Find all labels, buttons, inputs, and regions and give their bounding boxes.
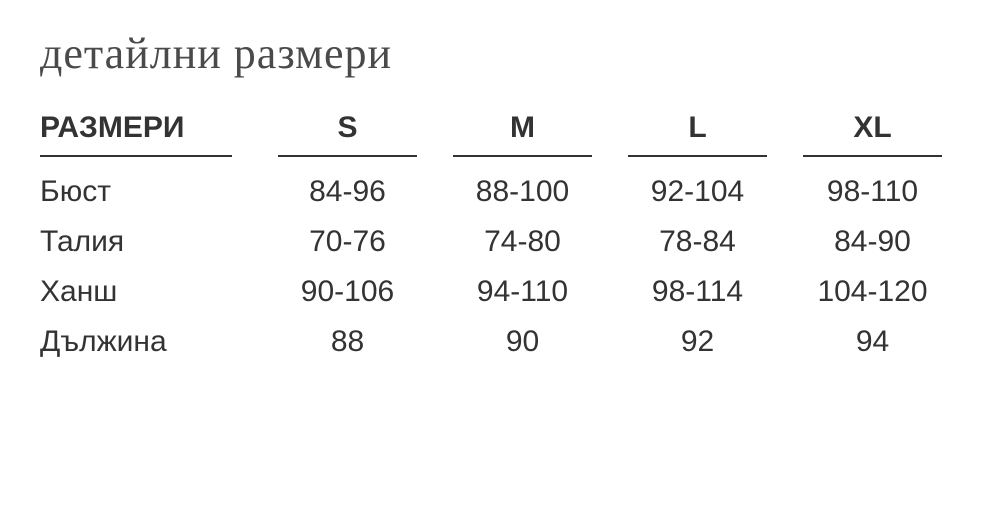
cell: 98-114 <box>610 267 785 317</box>
header-underline <box>803 155 942 157</box>
cell: 104-120 <box>785 267 960 317</box>
row-label: Ханш <box>40 267 260 317</box>
size-table: РАЗМЕРИ S M L XL Бюст 84-96 <box>40 111 960 367</box>
cell: 84-90 <box>785 217 960 267</box>
table-header-row: РАЗМЕРИ S M L XL <box>40 111 960 167</box>
cell: 88-100 <box>435 167 610 217</box>
col-header-text: S <box>260 111 435 145</box>
row-label: Бюст <box>40 167 260 217</box>
cell: 70-76 <box>260 217 435 267</box>
col-header-text: РАЗМЕРИ <box>40 111 260 145</box>
col-header-l: L <box>610 111 785 167</box>
col-header-s: S <box>260 111 435 167</box>
col-header-text: M <box>435 111 610 145</box>
cell: 98-110 <box>785 167 960 217</box>
col-header-text: XL <box>785 111 960 145</box>
cell: 90-106 <box>260 267 435 317</box>
page-title: детайлни размери <box>40 28 960 79</box>
table-row: Талия 70-76 74-80 78-84 84-90 <box>40 217 960 267</box>
cell: 90 <box>435 317 610 367</box>
table-row: Ханш 90-106 94-110 98-114 104-120 <box>40 267 960 317</box>
cell: 78-84 <box>610 217 785 267</box>
row-label: Дължина <box>40 317 260 367</box>
table-row: Дължина 88 90 92 94 <box>40 317 960 367</box>
header-underline <box>628 155 767 157</box>
header-underline <box>453 155 592 157</box>
cell: 94-110 <box>435 267 610 317</box>
row-label: Талия <box>40 217 260 267</box>
cell: 94 <box>785 317 960 367</box>
cell: 84-96 <box>260 167 435 217</box>
col-header-m: M <box>435 111 610 167</box>
cell: 88 <box>260 317 435 367</box>
col-header-text: L <box>610 111 785 145</box>
cell: 92 <box>610 317 785 367</box>
col-header-xl: XL <box>785 111 960 167</box>
cell: 74-80 <box>435 217 610 267</box>
header-underline <box>278 155 417 157</box>
cell: 92-104 <box>610 167 785 217</box>
header-underline <box>40 155 232 157</box>
col-header-label: РАЗМЕРИ <box>40 111 260 167</box>
table-row: Бюст 84-96 88-100 92-104 98-110 <box>40 167 960 217</box>
